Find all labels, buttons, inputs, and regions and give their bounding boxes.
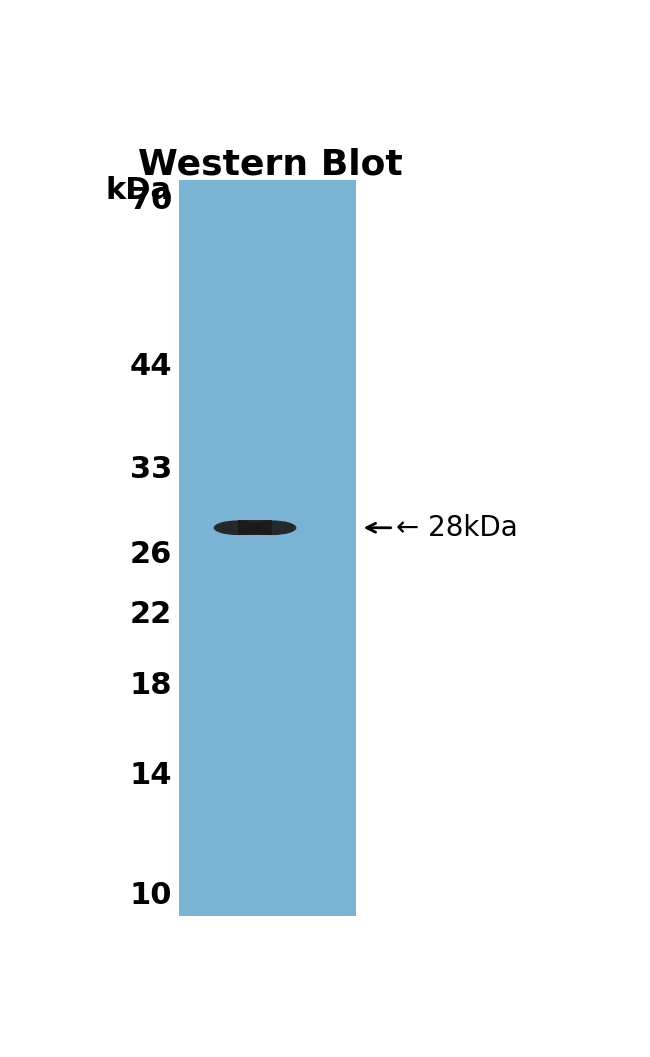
Text: 18: 18: [129, 671, 172, 701]
Ellipse shape: [214, 520, 262, 535]
Text: 22: 22: [130, 599, 172, 629]
Text: 10: 10: [129, 882, 172, 910]
Text: 26: 26: [129, 540, 172, 569]
Text: ← 28kDa: ← 28kDa: [396, 514, 518, 542]
Text: 33: 33: [130, 455, 172, 483]
Text: Western Blot: Western Blot: [138, 147, 402, 181]
Text: kDa: kDa: [106, 175, 172, 205]
Text: 44: 44: [129, 352, 172, 381]
Bar: [238, 520, 272, 535]
Bar: [179, 180, 356, 916]
Ellipse shape: [248, 520, 296, 535]
Text: 14: 14: [129, 761, 172, 791]
Text: 70: 70: [129, 186, 172, 215]
